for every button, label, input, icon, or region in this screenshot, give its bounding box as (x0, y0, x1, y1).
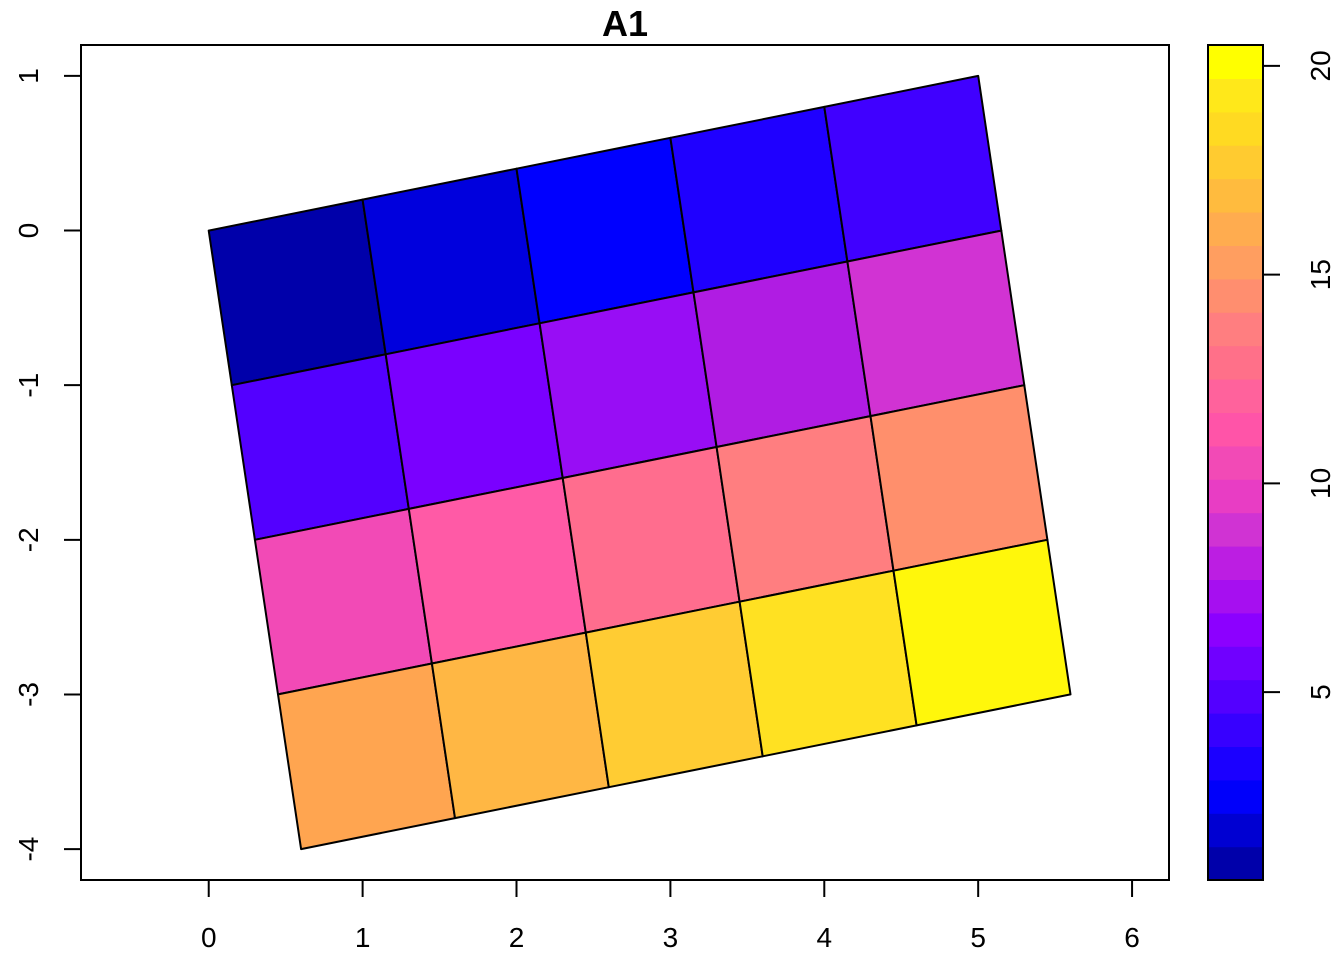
raster-cell (538, 291, 718, 479)
colorbar-segment (1208, 713, 1263, 747)
colorbar-segment (1208, 145, 1263, 180)
raster-cell (869, 384, 1049, 572)
y-tick-label: 1 (13, 68, 44, 84)
colorbar-segment (1208, 746, 1263, 781)
colorbar-segment (1208, 546, 1263, 580)
y-axis: -4 -3 -2 -1 0 1 (13, 68, 82, 862)
raster-cell (561, 446, 741, 634)
raster-cell (515, 136, 695, 325)
colorbar-segment (1208, 345, 1263, 380)
raster-cell (230, 353, 410, 541)
y-tick-label: -2 (13, 527, 44, 552)
colorbar-segment (1208, 412, 1263, 447)
colorbar-segment (1208, 312, 1263, 347)
x-tick-label: 3 (663, 922, 679, 953)
raster-cell (430, 631, 610, 820)
y-tick-label: -1 (13, 373, 44, 398)
colorbar-segment (1208, 579, 1263, 614)
x-tick-label: 2 (509, 922, 525, 953)
raster-cell (692, 260, 872, 448)
x-tick-label: 4 (816, 922, 832, 953)
y-tick-label: -4 (13, 837, 44, 862)
raster-cell (277, 662, 456, 851)
colorbar-segment (1208, 646, 1263, 681)
raster-cell (669, 105, 849, 294)
colorbar-segment (1208, 813, 1263, 848)
y-tick-label: -3 (13, 682, 44, 707)
colorbar-segment (1208, 178, 1263, 213)
raster-cell (715, 415, 895, 603)
colorbar-frame (1207, 44, 1264, 881)
x-tick-label: 5 (970, 922, 986, 953)
colorbar-tick-label: 20 (1305, 50, 1336, 81)
colorbar-tick-label: 10 (1305, 468, 1336, 499)
raster-cell (738, 569, 918, 758)
raster-cell (892, 538, 1072, 727)
colorbar-legend: 5 10 15 20 (1207, 44, 1336, 881)
raster-cells (207, 74, 1072, 851)
colorbar-segment (1208, 846, 1263, 881)
x-axis: 0 1 2 3 4 5 6 (201, 879, 1140, 953)
raster-cell (361, 167, 541, 356)
colorbar-segment (1208, 512, 1263, 547)
chart-title: A1 (602, 3, 648, 44)
x-tick-label: 6 (1124, 922, 1140, 953)
raster-cell (584, 600, 764, 789)
colorbar-segment (1208, 379, 1263, 413)
colorbar-segment (1208, 679, 1263, 714)
colorbar-segment (1208, 278, 1263, 313)
raster-cell (253, 507, 433, 696)
colorbar-segment (1208, 111, 1263, 146)
colorbar-segment (1208, 612, 1263, 647)
raster-cell (823, 74, 1003, 263)
colorbar-tick-label: 5 (1305, 684, 1336, 700)
colorbar-segment (1208, 779, 1263, 814)
x-tick-label: 1 (355, 922, 371, 953)
colorbar-segment (1208, 445, 1263, 480)
raster-cell (207, 198, 387, 387)
y-tick-label: 0 (13, 223, 44, 239)
colorbar-segment (1208, 479, 1263, 514)
colorbar-segment (1208, 45, 1263, 79)
colorbar-segment (1208, 245, 1263, 280)
raster-cell (384, 322, 564, 510)
colorbar-segment (1208, 78, 1263, 113)
x-tick-label: 0 (201, 922, 217, 953)
colorbar-tick-label: 15 (1305, 259, 1336, 290)
raster-cell (846, 229, 1026, 418)
colorbar-segment (1208, 212, 1263, 246)
raster-cell (407, 477, 587, 665)
